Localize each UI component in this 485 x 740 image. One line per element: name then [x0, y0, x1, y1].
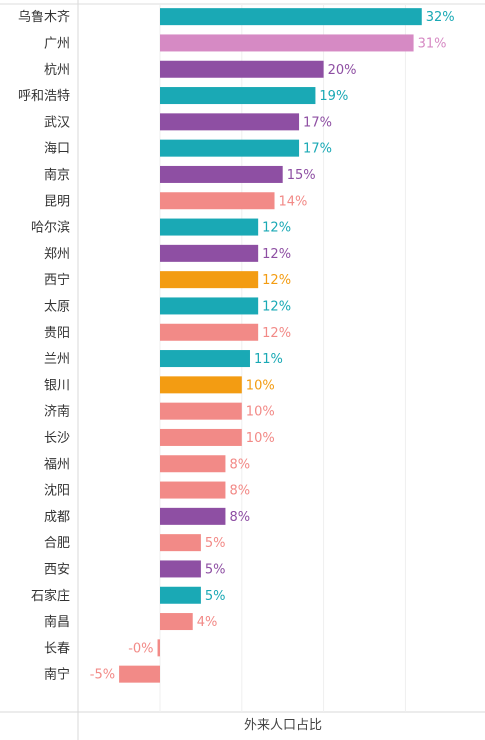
value-label: -5%: [90, 668, 115, 683]
value-label: 12%: [262, 273, 291, 288]
bar[interactable]: [160, 165, 283, 183]
category-labels: 乌鲁木齐广州杭州呼和浩特武汉海口南京昆明哈尔滨郑州西宁太原贵阳兰州银川济南长沙福…: [18, 9, 70, 683]
value-label: 32%: [426, 10, 455, 25]
bar[interactable]: [160, 34, 414, 52]
bar[interactable]: [160, 376, 242, 394]
bar[interactable]: [160, 402, 242, 420]
bar[interactable]: [160, 218, 259, 236]
value-label: 17%: [303, 115, 332, 130]
value-label: 12%: [262, 247, 291, 262]
value-label: 14%: [279, 194, 308, 209]
bar[interactable]: [160, 244, 259, 262]
value-label: 20%: [328, 63, 357, 78]
category-label: 太原: [44, 299, 70, 314]
category-label: 哈尔滨: [31, 220, 70, 236]
value-label: 10%: [246, 431, 275, 446]
category-label: 济南: [44, 404, 70, 420]
bar[interactable]: [157, 639, 160, 657]
value-label: 12%: [262, 221, 291, 236]
value-label: 12%: [262, 299, 291, 314]
bar[interactable]: [160, 586, 201, 604]
x-axis-label: 外来人口占比: [244, 718, 322, 733]
bar[interactable]: [160, 271, 259, 289]
value-label: 4%: [197, 615, 218, 630]
category-label: 西宁: [44, 272, 70, 288]
value-label: 10%: [246, 405, 275, 420]
category-label: 乌鲁木齐: [18, 9, 70, 25]
bar[interactable]: [160, 87, 316, 105]
bars: [119, 8, 422, 683]
value-labels: 32% 31% 20% 19% 17% 17% 15% 14% 12% 12% 12% 12% 12% 1…: [90, 10, 455, 683]
bar[interactable]: [119, 665, 160, 683]
category-label: 石家庄: [31, 588, 70, 604]
bar[interactable]: [160, 139, 300, 157]
category-label: 兰州: [44, 352, 70, 367]
bar[interactable]: [160, 297, 259, 315]
category-label: 银川: [44, 378, 70, 393]
bar[interactable]: [160, 113, 300, 131]
bar[interactable]: [160, 323, 259, 341]
category-label: 合肥: [44, 536, 70, 551]
bar[interactable]: [160, 507, 226, 525]
value-label: 8%: [229, 457, 250, 472]
value-label: 19%: [319, 89, 348, 104]
category-label: 南宁: [44, 667, 70, 683]
value-label: 31%: [418, 36, 447, 51]
bar[interactable]: [160, 8, 422, 26]
category-label: 广州: [44, 36, 70, 51]
category-label: 长沙: [44, 431, 70, 446]
category-label: 福州: [44, 457, 70, 472]
category-label: 郑州: [44, 247, 70, 262]
category-label: 海口: [44, 142, 70, 157]
category-label: 西安: [44, 562, 70, 577]
category-label: 杭州: [44, 63, 70, 78]
value-label: 11%: [254, 352, 283, 367]
value-label: 17%: [303, 142, 332, 157]
category-label: 南京: [44, 167, 70, 183]
category-label: 呼和浩特: [18, 89, 70, 104]
bar[interactable]: [160, 60, 324, 78]
value-label: 8%: [229, 484, 250, 499]
category-label: 成都: [44, 510, 70, 525]
bar[interactable]: [160, 481, 226, 499]
value-label: 10%: [246, 378, 275, 393]
category-label: 武汉: [44, 115, 70, 130]
bar[interactable]: [160, 534, 201, 552]
value-label: 5%: [205, 562, 226, 577]
value-label: 5%: [205, 589, 226, 604]
bar[interactable]: [160, 350, 250, 368]
category-label: 沈阳: [44, 484, 70, 499]
category-label: 贵阳: [44, 326, 70, 341]
value-label: 12%: [262, 326, 291, 341]
bar[interactable]: [160, 613, 193, 631]
value-label: 5%: [205, 536, 226, 551]
bar[interactable]: [160, 455, 226, 473]
bar[interactable]: [160, 192, 275, 210]
category-label: 昆明: [44, 194, 70, 209]
bar[interactable]: [160, 428, 242, 446]
value-label: 15%: [287, 168, 316, 183]
category-label: 长春: [44, 641, 70, 656]
category-label: 南昌: [44, 614, 70, 630]
value-label: 8%: [229, 510, 250, 525]
bar[interactable]: [160, 560, 201, 578]
value-label: -0%: [128, 641, 153, 656]
